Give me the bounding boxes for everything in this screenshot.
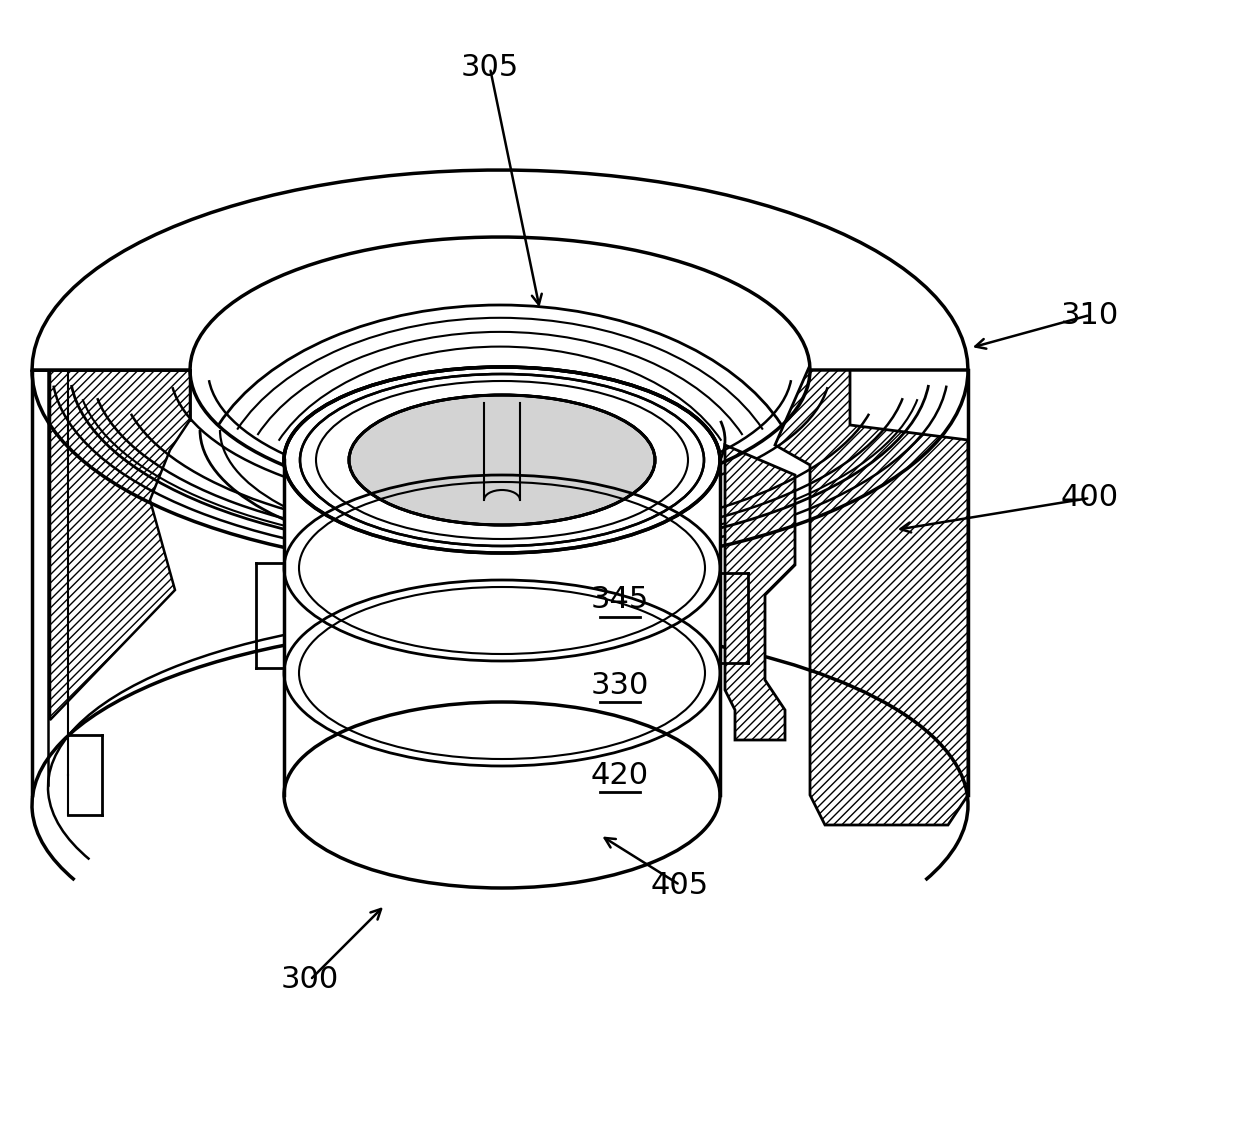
Polygon shape bbox=[32, 170, 968, 370]
Polygon shape bbox=[32, 170, 968, 370]
Ellipse shape bbox=[348, 395, 655, 525]
Polygon shape bbox=[32, 370, 190, 719]
Text: 345: 345 bbox=[591, 586, 649, 614]
Ellipse shape bbox=[348, 395, 655, 525]
Text: 330: 330 bbox=[590, 671, 650, 699]
Polygon shape bbox=[284, 673, 720, 795]
Ellipse shape bbox=[284, 367, 720, 553]
Polygon shape bbox=[284, 460, 720, 568]
Polygon shape bbox=[725, 445, 795, 740]
Polygon shape bbox=[284, 568, 720, 673]
Text: 305: 305 bbox=[461, 53, 520, 83]
Ellipse shape bbox=[284, 367, 720, 553]
Text: 300: 300 bbox=[281, 965, 339, 995]
Text: 310: 310 bbox=[1061, 300, 1120, 330]
Text: 400: 400 bbox=[1061, 484, 1118, 512]
Text: 405: 405 bbox=[651, 870, 709, 900]
Text: 420: 420 bbox=[591, 760, 649, 790]
Polygon shape bbox=[775, 346, 968, 825]
Polygon shape bbox=[32, 370, 47, 815]
